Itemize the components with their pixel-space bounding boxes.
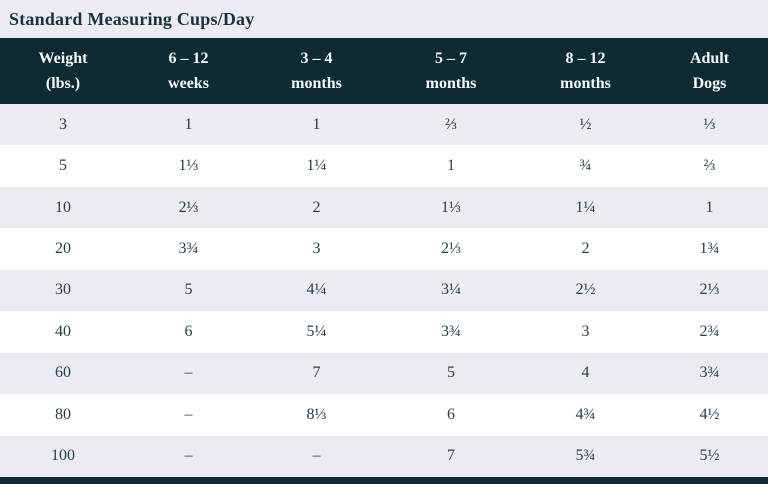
table-cell: 5¾: [575, 447, 596, 465]
table-cell: 2⅓: [441, 240, 461, 258]
table-cell: 2: [312, 198, 321, 216]
table-cell: 1¼: [575, 198, 596, 216]
table-cell: 5½: [699, 447, 720, 465]
table-cell: 2⅓: [178, 198, 199, 216]
table-cell: 5¼: [306, 322, 327, 340]
column-header-line: Dogs: [692, 75, 727, 92]
table-cell: 1: [705, 198, 714, 216]
table-cell: –: [184, 405, 193, 423]
header-row: Weight (lbs.) 6 – 12 weeks 3 – 4 months …: [0, 38, 768, 104]
cell-weight: 30: [55, 281, 71, 299]
table-bottom-border: [0, 476, 768, 484]
table-row: 3 1 1 ⅔ ½ ⅓: [0, 104, 768, 146]
column-header-3-4-months: 3 – 4 months: [251, 38, 382, 104]
table-row: 20 3¾ 3 2⅓ 2 1¾: [0, 228, 768, 270]
cell-weight: 60: [55, 364, 71, 382]
table-cell: –: [184, 447, 193, 465]
table-cell: 7: [447, 447, 455, 465]
table-cell: 8⅓: [306, 405, 327, 423]
column-header-line: 3 – 4: [300, 50, 333, 67]
table-cell: 2⅓: [699, 281, 720, 299]
column-header-adult-dogs: Adult Dogs: [651, 38, 768, 104]
table-row: 60 – 7 5 4 3¾: [0, 352, 768, 395]
table-row: 5 1⅓ 1¼ 1 ¾ ⅔: [0, 145, 768, 187]
table-cell: –: [312, 447, 321, 465]
column-header-line: Adult: [689, 50, 730, 67]
table-cell: 3¾: [441, 322, 461, 340]
table-cell: 2½: [575, 281, 596, 299]
column-header-line: 6 – 12: [168, 50, 209, 67]
table-cell: 1: [312, 115, 321, 133]
cell-weight: 3: [59, 115, 67, 133]
table-cell: 1⅓: [178, 157, 199, 175]
column-header-line: months: [425, 75, 477, 92]
table-cell: 3¼: [441, 281, 461, 299]
table-cell: –: [184, 364, 193, 382]
table-cell: ⅔: [445, 115, 457, 133]
column-header-line: Weight: [38, 50, 88, 67]
table-cell: 4: [581, 364, 590, 382]
table-cell: ⅔: [703, 157, 716, 175]
table-row: 30 5 4¼ 3¼ 2½ 2⅓: [0, 269, 768, 312]
table-row: 80 – 8⅓ 6 4¾ 4½: [0, 394, 768, 436]
column-header-weight: Weight (lbs.): [0, 38, 126, 104]
table-cell: 2: [581, 240, 590, 258]
table-cell: 3: [312, 240, 321, 258]
column-header-line: months: [560, 75, 611, 92]
table-cell: 1¾: [699, 240, 720, 258]
table-row: 100 – – 7 5¾ 5½: [0, 435, 768, 477]
cell-weight: 10: [55, 198, 71, 216]
table-cell: ⅓: [703, 115, 716, 133]
column-header-6-12-weeks: 6 – 12 weeks: [126, 38, 251, 104]
cell-weight: 20: [55, 240, 71, 258]
table-cell: 5: [447, 364, 455, 382]
cell-weight: 5: [59, 157, 67, 175]
table-row: 10 2⅓ 2 1⅓ 1¼ 1: [0, 186, 768, 229]
table-cell: 7: [312, 364, 321, 382]
table-cell: ½: [579, 115, 592, 133]
table-cell: 3¾: [178, 240, 199, 258]
column-header-line: weeks: [168, 75, 209, 92]
column-header-line: (lbs.): [45, 75, 81, 92]
column-header-8-12-months: 8 – 12 months: [520, 38, 651, 104]
table-cell: 3¾: [699, 364, 720, 382]
table-title-bar: Standard Measuring Cups/Day: [0, 0, 768, 38]
table-cell: 6: [184, 322, 193, 340]
table-cell: ¾: [579, 157, 592, 175]
table-cell: 4½: [699, 405, 720, 423]
column-header-line: 8 – 12: [565, 50, 606, 67]
table-cell: 1: [184, 115, 193, 133]
table-cell: 1⅓: [441, 198, 461, 216]
table-cell: 1: [447, 157, 455, 175]
table-cell: 6: [447, 405, 455, 423]
table-cell: 4¾: [575, 405, 596, 423]
cell-weight: 40: [55, 322, 71, 340]
column-header-line: months: [291, 75, 342, 92]
table-cell: 4¼: [306, 281, 327, 299]
column-header-line: 5 – 7: [435, 50, 467, 67]
table-cell: 1¼: [306, 157, 327, 175]
column-header-5-7-months: 5 – 7 months: [382, 38, 520, 104]
table-row: 40 6 5¼ 3¾ 3 2¾: [0, 311, 768, 353]
cell-weight: 100: [51, 447, 75, 465]
feeding-chart-table: Weight (lbs.) 6 – 12 weeks 3 – 4 months …: [0, 38, 768, 477]
table-cell: 5: [184, 281, 193, 299]
table-cell: 2¾: [699, 322, 720, 340]
table-title: Standard Measuring Cups/Day: [9, 8, 255, 29]
table-cell: 3: [581, 322, 590, 340]
cell-weight: 80: [55, 405, 71, 423]
